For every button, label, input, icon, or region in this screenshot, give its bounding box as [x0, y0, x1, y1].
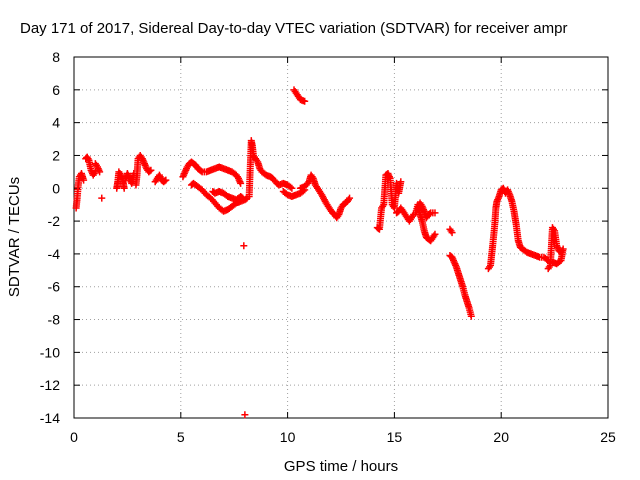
grid-lines	[74, 57, 608, 418]
data-points	[72, 86, 567, 419]
y-tick-label: 0	[52, 180, 60, 196]
y-tick-label: -10	[40, 344, 60, 360]
data-point	[237, 179, 245, 187]
data-point	[431, 230, 439, 238]
plot-frame	[73, 56, 609, 419]
data-point	[545, 263, 553, 271]
data-point	[239, 194, 247, 202]
y-tick-label: 8	[52, 49, 60, 65]
x-tick-label: 0	[70, 429, 78, 445]
x-tick-label: 15	[387, 429, 403, 445]
y-tick-label: 2	[52, 147, 60, 163]
data-point	[447, 227, 455, 235]
data-point	[286, 183, 294, 191]
data-point	[485, 263, 493, 271]
y-tick-label: -6	[48, 279, 61, 295]
data-point	[241, 411, 249, 419]
data-point	[197, 167, 205, 175]
y-tick-label: 4	[52, 115, 60, 131]
data-point	[548, 258, 556, 266]
data-point	[147, 166, 155, 174]
data-point	[98, 194, 106, 202]
data-point	[346, 194, 354, 202]
data-point	[162, 176, 170, 184]
y-tick-label: 6	[52, 82, 60, 98]
data-point	[161, 177, 169, 185]
x-tick-label: 5	[177, 429, 185, 445]
y-tick-label: -14	[40, 410, 60, 426]
data-point	[240, 242, 248, 250]
data-point	[467, 312, 475, 320]
x-axis-label: GPS time / hours	[284, 458, 398, 475]
data-point	[379, 202, 387, 210]
data-point	[120, 184, 128, 192]
data-point	[80, 176, 88, 184]
y-tick-label: -4	[48, 246, 61, 262]
chart-title: Day 171 of 2017, Sidereal Day-to-day VTE…	[20, 20, 567, 37]
data-point	[426, 210, 434, 218]
data-point	[96, 168, 104, 176]
data-point	[431, 209, 439, 217]
x-tick-label: 25	[600, 429, 616, 445]
y-tick-label: -12	[40, 377, 60, 393]
data-point	[448, 229, 456, 237]
y-tick-label: -8	[48, 312, 61, 328]
data-point	[397, 178, 405, 186]
data-point	[238, 193, 246, 201]
y-axis-label: SDTVAR / TECUs	[6, 177, 23, 297]
data-point	[146, 167, 154, 175]
data-point	[374, 224, 382, 232]
data-point	[301, 97, 309, 105]
x-tick-label: 10	[280, 429, 296, 445]
x-tick-label: 20	[493, 429, 509, 445]
y-tick-label: -2	[48, 213, 61, 229]
data-point	[288, 184, 296, 192]
axis-ticks: 0 5 10 15 20 25 -14 -12 -10 -8 -6 -4 -2 0 2 4 6 8	[40, 49, 616, 445]
